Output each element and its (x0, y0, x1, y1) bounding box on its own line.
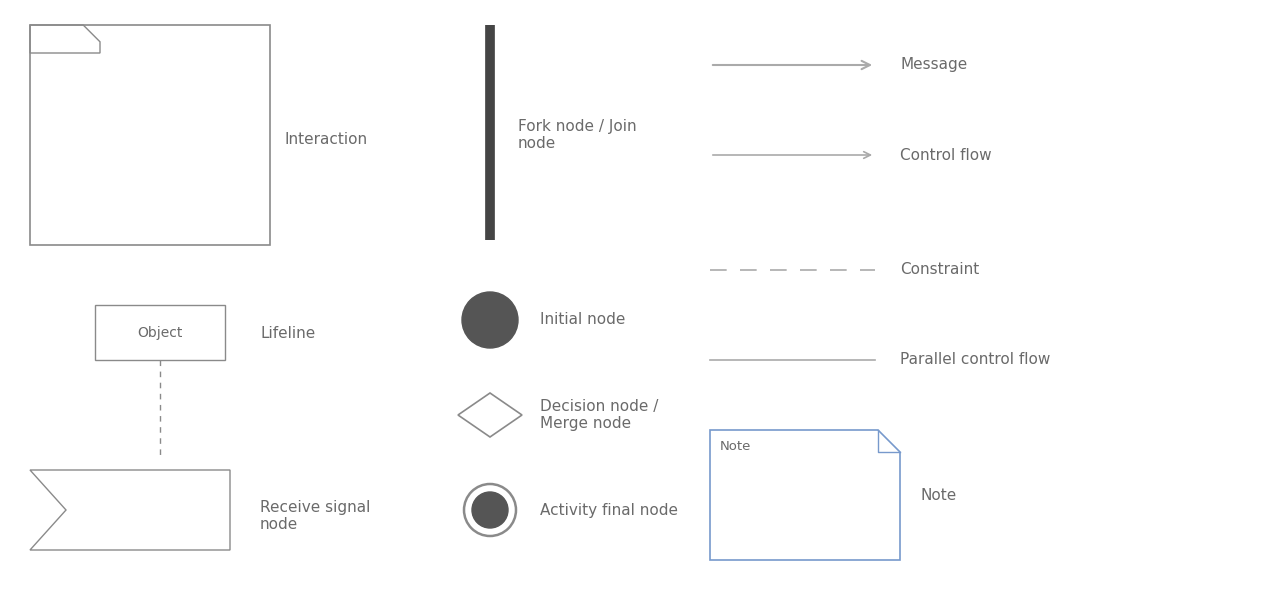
Text: Note: Note (920, 487, 957, 502)
Text: Constraint: Constraint (900, 263, 979, 278)
Text: Message: Message (900, 58, 967, 72)
Bar (30, 25, 270, 245)
Text: Lifeline: Lifeline (260, 326, 316, 340)
Circle shape (472, 492, 509, 528)
Text: Interaction: Interaction (285, 132, 369, 148)
Text: Parallel control flow: Parallel control flow (900, 352, 1050, 368)
Polygon shape (711, 430, 900, 560)
Text: Note: Note (721, 440, 751, 453)
Text: Decision node /
Merge node: Decision node / Merge node (540, 399, 659, 431)
Text: Initial node: Initial node (540, 313, 626, 327)
Text: Receive signal
node: Receive signal node (260, 500, 370, 532)
Text: Control flow: Control flow (900, 148, 992, 162)
Bar (95, 305, 225, 360)
Text: Activity final node: Activity final node (540, 502, 678, 518)
Text: Fork node / Join
node: Fork node / Join node (517, 119, 636, 151)
Text: Object: Object (138, 326, 183, 340)
Circle shape (462, 292, 517, 348)
